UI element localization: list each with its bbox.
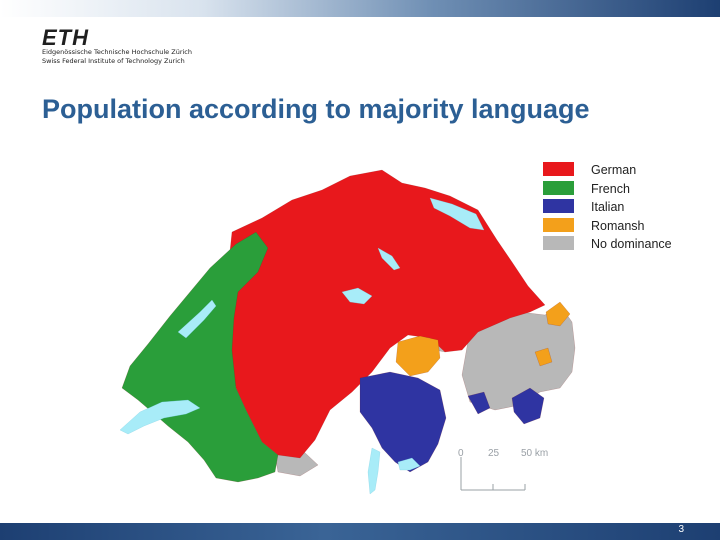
- legend-swatch-no-dominance: [543, 236, 574, 250]
- logo-line-english: Swiss Federal Institute of Technology Zu…: [42, 57, 185, 65]
- scale-bar: 0 25 50 km: [458, 448, 548, 491]
- scale-tick-50km: 50 km: [521, 448, 548, 459]
- page-number: 3: [678, 524, 684, 535]
- lake-constance: [429, 197, 485, 231]
- scale-tick-0: 0: [458, 448, 464, 459]
- region-italian-ticino: [359, 371, 447, 473]
- region-romansh-east: [545, 301, 571, 327]
- region-romansh-main: [395, 335, 441, 377]
- lake-lucerne: [341, 287, 373, 305]
- legend-label-no-dominance: No dominance: [591, 237, 672, 251]
- bottom-banner: 3: [0, 523, 720, 540]
- legend-swatch-german: [543, 162, 574, 176]
- logo-mark: ETH: [42, 25, 89, 50]
- top-banner: [0, 0, 720, 17]
- legend-swatch-french: [543, 180, 574, 195]
- region-italian-valley-mid: [467, 391, 491, 415]
- region-italian-valley-east: [511, 387, 545, 425]
- switzerland-language-map: 0 25 50 km: [119, 169, 576, 495]
- logo-line-german: Eidgenössische Technische Hochschule Zür…: [42, 48, 192, 56]
- legend-label-romansh: Romansh: [591, 218, 645, 233]
- legend-label-german: German: [591, 163, 637, 177]
- lake-maggiore: [367, 447, 381, 495]
- slide-title: Population according to majority languag…: [42, 94, 590, 124]
- region-french: [121, 231, 279, 483]
- legend-label-french: French: [591, 181, 630, 196]
- legend-swatch-romansh: [543, 217, 574, 232]
- lake-lugano: [397, 457, 421, 471]
- lake-zurich: [377, 247, 401, 271]
- lake-neuchatel: [177, 299, 217, 339]
- legend-label-italian: Italian: [591, 200, 625, 214]
- region-romansh-small: [534, 347, 553, 367]
- legend-swatch-italian: [543, 199, 574, 213]
- eth-logo: ETH Eidgenössische Technische Hochschule…: [42, 25, 192, 66]
- scale-tick-25: 25: [488, 448, 500, 459]
- lake-geneva: [119, 399, 201, 435]
